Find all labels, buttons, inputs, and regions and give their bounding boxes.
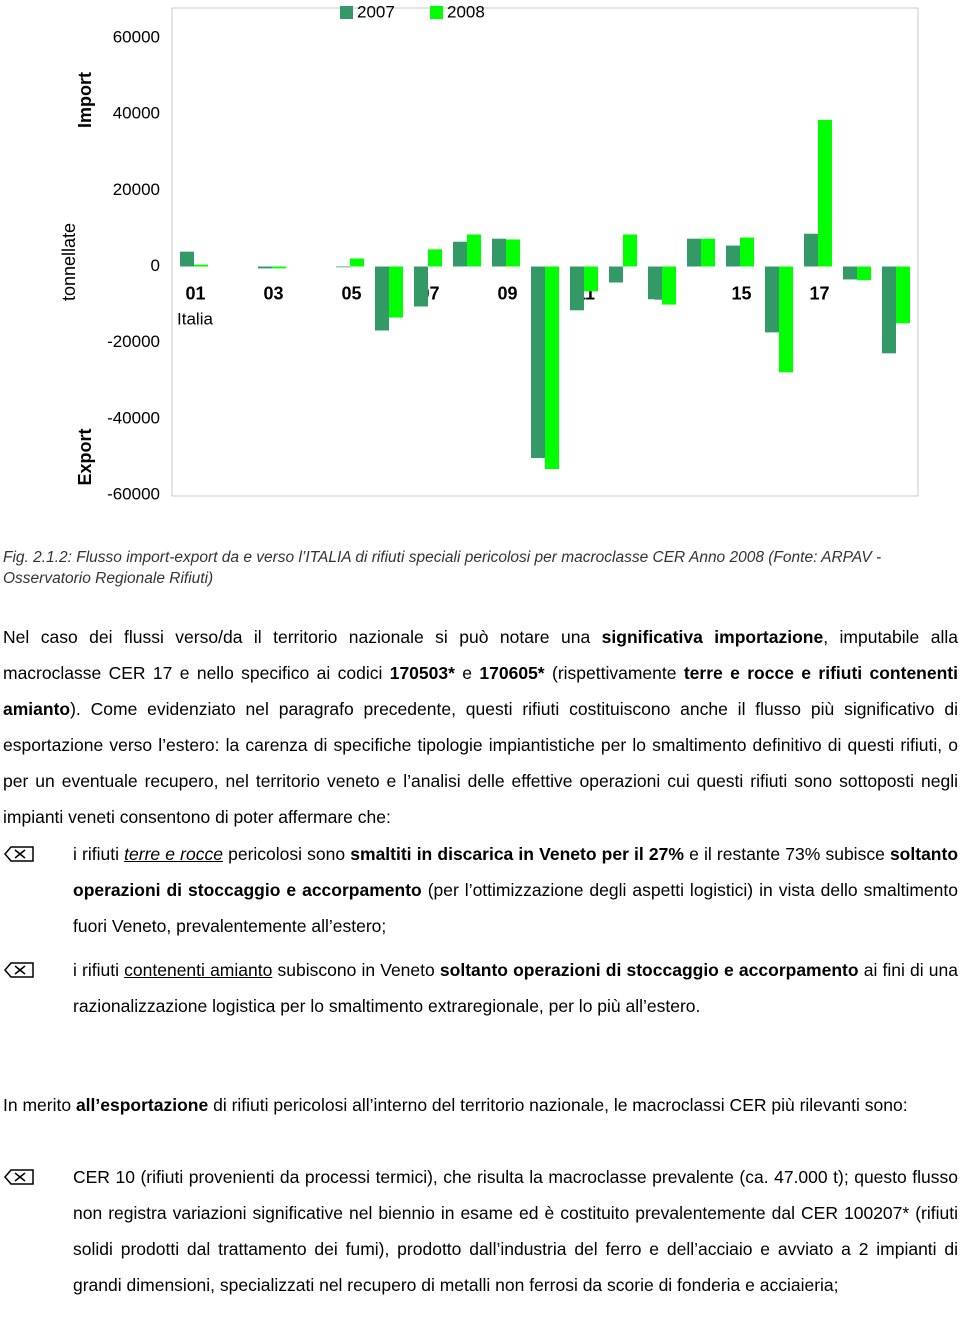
bar: [375, 266, 389, 331]
bullet-icon: [4, 1169, 34, 1185]
bar: [570, 266, 584, 311]
bar: [506, 239, 520, 267]
text: e il restante 73% subisce: [683, 844, 890, 864]
y-tick-label: 40000: [113, 104, 160, 123]
text: ai fini di una razionalizzazione logisti…: [73, 960, 958, 1016]
y-tick-label: -60000: [107, 484, 160, 503]
text: contenenti amianto: [124, 960, 273, 980]
annotation: Export: [75, 428, 95, 485]
bar: [467, 234, 481, 267]
x-tick-label: 17: [809, 283, 829, 303]
text: di rifiuti pericolosi all’interno del te…: [208, 1095, 908, 1115]
text: terre e rocce e rifiuti contenenti amian…: [3, 663, 958, 719]
y-tick-label: -40000: [107, 408, 160, 427]
bar: [896, 266, 910, 324]
bar: [428, 249, 442, 267]
bar: [648, 266, 662, 300]
text: , imputabile alla macroclasse CER 17 e n…: [3, 627, 958, 683]
text: pericolosi sono: [222, 844, 351, 864]
text: i rifiuti: [73, 844, 125, 864]
bar: [843, 266, 857, 280]
bar: [492, 238, 506, 267]
paragraph: Nel caso dei flussi verso/da il territor…: [3, 619, 958, 835]
x-tick-label: 15: [731, 283, 751, 303]
bullet-icon: [4, 846, 34, 862]
chart: tonnellate Import Export Italia -60000 -4…: [59, 2, 919, 503]
bar: [701, 238, 715, 267]
bar: [726, 245, 740, 267]
bar: [857, 266, 871, 281]
bar: [531, 266, 545, 459]
bullet-item: CER 10 (rifiuti provenienti da processi …: [73, 1159, 958, 1303]
bar: [804, 233, 818, 267]
y-tick-label: 60000: [113, 27, 160, 46]
legend-swatch: [340, 6, 353, 19]
bullet-item: i rifiuti contenenti amianto subiscono i…: [73, 952, 958, 1024]
text: terre e rocce: [124, 844, 223, 864]
bar: [818, 119, 832, 267]
legend-label: 2008: [447, 2, 485, 21]
text: soltanto operazioni di stoccaggio e acco…: [439, 960, 859, 980]
bar: [545, 266, 559, 470]
text: Nel caso dei flussi verso/da il territor…: [3, 627, 602, 647]
x-axis-label: Italia: [177, 309, 213, 328]
x-tick-label: 05: [341, 283, 361, 303]
text: i rifiuti: [73, 960, 125, 980]
text: significativa importazione: [601, 627, 824, 647]
legend-swatch: [430, 6, 443, 19]
text: 170605*: [479, 663, 545, 683]
y-tick-label: 20000: [113, 180, 160, 199]
text: soltanto operazioni di stoccaggio e acco…: [73, 844, 959, 900]
bar: [687, 238, 701, 267]
bullet-item: i rifiuti terre e rocce pericolosi sono …: [73, 836, 958, 944]
bar: [272, 266, 286, 269]
bullet-icon: [4, 962, 34, 978]
text: 170503*: [389, 663, 455, 683]
bar: [180, 251, 194, 267]
bar: [258, 266, 272, 269]
x-tick-label: 01: [185, 283, 205, 303]
figure-caption: Fig. 2.1.2: Flusso import-export da e ve…: [3, 549, 882, 587]
y-tick-label: -20000: [107, 332, 160, 351]
text: all’esportazione: [75, 1095, 209, 1115]
y-tick-label: 0: [151, 256, 160, 275]
text: subiscono in Veneto: [272, 960, 440, 980]
bar: [453, 241, 467, 267]
bar: [740, 237, 754, 267]
paragraph: In merito all’esportazione di rifiuti pe…: [3, 1087, 958, 1123]
text: ). Come evidenziato nel paragrafo preced…: [3, 699, 958, 827]
text: e: [454, 663, 480, 683]
text: CER 10 (rifiuti provenienti da processi …: [73, 1167, 958, 1295]
bar: [414, 266, 428, 307]
bar: [882, 266, 896, 354]
bar: [194, 264, 208, 267]
text: (rispettivamente: [544, 663, 684, 683]
y-axis-label: tonnellate: [59, 223, 79, 301]
bar: [584, 266, 598, 292]
bar: [336, 266, 350, 268]
chart-frame: [171, 7, 919, 497]
bar: [350, 258, 364, 267]
bar: [623, 234, 637, 267]
legend-label: 2007: [357, 2, 395, 21]
annotation: Import: [75, 72, 95, 128]
text: (per l’ottimizzazione degli aspetti logi…: [73, 880, 958, 936]
bar: [765, 266, 779, 333]
bar: [389, 266, 403, 318]
bar: [609, 266, 623, 283]
x-tick-label: 09: [497, 283, 517, 303]
bar: [662, 266, 676, 305]
x-tick-label: 03: [263, 283, 283, 303]
bar: [779, 266, 793, 373]
text: In merito: [3, 1095, 76, 1115]
text: smaltiti in discarica in Veneto per il 2…: [350, 844, 684, 864]
